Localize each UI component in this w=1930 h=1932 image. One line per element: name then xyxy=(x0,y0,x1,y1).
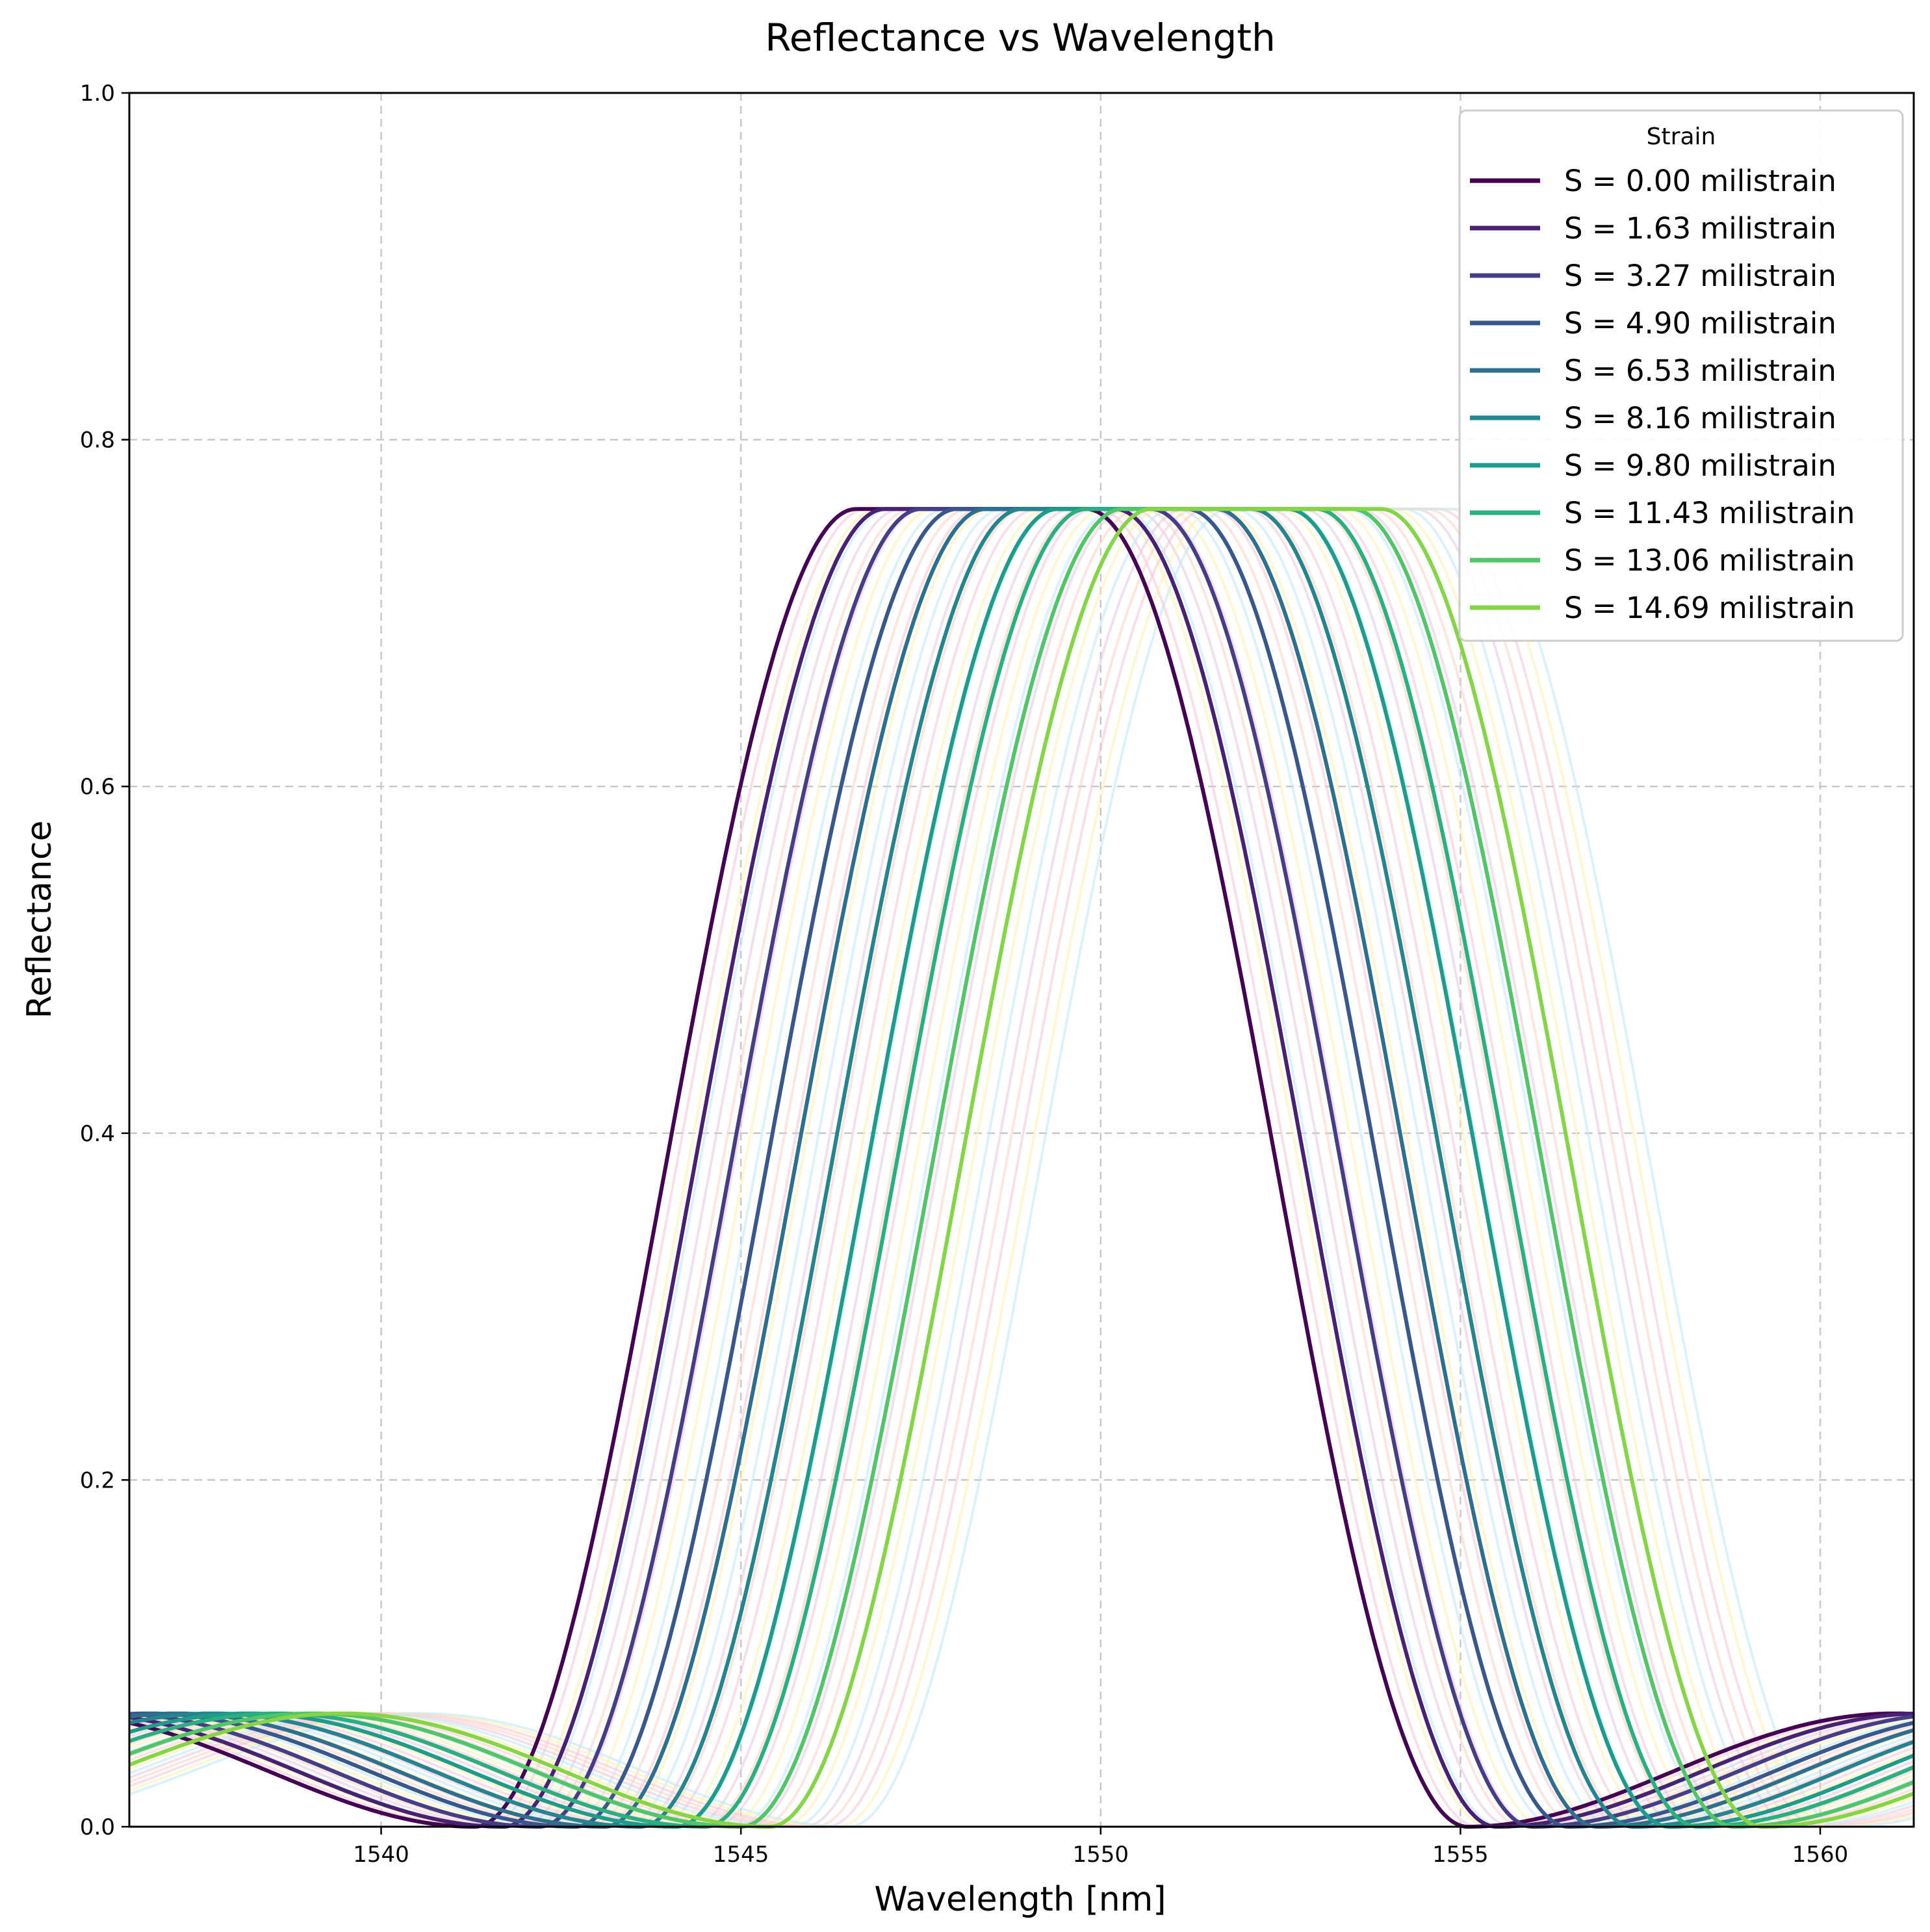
background-series-line xyxy=(129,508,1914,1828)
chart-title: Reflectance vs Wavelength xyxy=(765,16,1276,60)
series-line xyxy=(129,507,1915,1829)
background-series-line xyxy=(129,508,1914,1828)
series-line xyxy=(129,507,1914,1829)
series-group xyxy=(128,507,1915,1829)
background-series-line xyxy=(129,508,1914,1828)
series-line xyxy=(129,507,1914,1829)
background-series-line xyxy=(129,508,1914,1828)
x-tick-label: 1555 xyxy=(1432,1842,1489,1868)
background-series-line xyxy=(129,508,1914,1828)
background-series-line xyxy=(129,508,1914,1828)
background-series-line xyxy=(129,508,1914,1828)
y-axis-label: Reflectance xyxy=(20,821,59,1019)
x-tick-label: 1550 xyxy=(1073,1842,1129,1868)
background-series-line xyxy=(129,508,1914,1829)
x-tick-label: 1545 xyxy=(713,1842,769,1868)
background-series-line xyxy=(129,508,1914,1828)
y-tick-label: 0.8 xyxy=(80,428,115,454)
background-series-line xyxy=(129,508,1914,1828)
background-series-line xyxy=(129,508,1914,1829)
legend-entry: S = 14.69 milistrain xyxy=(1564,591,1855,625)
legend-entry: S = 6.53 milistrain xyxy=(1564,354,1836,388)
series-line xyxy=(129,507,1915,1829)
background-series-line xyxy=(129,508,1914,1828)
series-line xyxy=(128,507,1915,1829)
background-series-line xyxy=(129,508,1914,1828)
background-series-line xyxy=(129,508,1914,1828)
background-series-line xyxy=(129,508,1914,1828)
background-series-line xyxy=(129,508,1914,1828)
y-tick-label: 0.0 xyxy=(80,1814,115,1840)
background-series-line xyxy=(129,508,1914,1828)
plot-frame xyxy=(128,92,1915,1828)
background-series-line xyxy=(129,508,1914,1829)
background-series-line xyxy=(129,508,1914,1829)
y-tick-label: 0.2 xyxy=(80,1467,115,1493)
background-series-line xyxy=(129,508,1914,1828)
legend-entry: S = 4.90 milistrain xyxy=(1564,306,1836,341)
x-tick-label: 1560 xyxy=(1792,1842,1849,1868)
background-series-line xyxy=(129,508,1914,1828)
background-series-group xyxy=(129,508,1914,1829)
background-series-line xyxy=(129,508,1914,1828)
legend-entry: S = 1.63 milistrain xyxy=(1564,211,1836,246)
axis-ticks: 1540 1545 1550 1555 1560 0.0 0.2 0.4 0.6 0.8 1.0 xyxy=(80,81,1848,1868)
background-series-line xyxy=(129,508,1914,1828)
background-series-line xyxy=(129,508,1914,1828)
background-series-line xyxy=(129,508,1914,1829)
legend-entry: S = 3.27 milistrain xyxy=(1564,259,1836,293)
x-axis-label: Wavelength [nm] xyxy=(874,1880,1166,1919)
legend-title: Strain xyxy=(1647,123,1716,150)
background-series-line xyxy=(129,508,1914,1828)
background-series-line xyxy=(129,508,1914,1829)
background-series-line xyxy=(129,508,1914,1828)
y-tick-label: 0.6 xyxy=(80,774,115,800)
background-series-line xyxy=(129,508,1914,1828)
background-series-line xyxy=(129,508,1914,1828)
y-tick-label: 1.0 xyxy=(80,81,115,107)
background-series-line xyxy=(129,508,1914,1829)
series-line xyxy=(129,507,1914,1829)
y-tick-label: 0.4 xyxy=(80,1121,115,1147)
legend-entry: S = 9.80 milistrain xyxy=(1564,448,1836,483)
background-series-line xyxy=(129,508,1914,1829)
legend-box xyxy=(1458,109,1904,642)
x-tick-label: 1540 xyxy=(353,1842,409,1868)
legend-entry: S = 13.06 milistrain xyxy=(1564,543,1855,578)
background-series-line xyxy=(129,508,1914,1828)
series-line xyxy=(128,507,1915,1829)
series-line xyxy=(129,507,1915,1829)
legend-entry: S = 11.43 milistrain xyxy=(1564,496,1855,530)
legend-entry: S = 0.00 milistrain xyxy=(1564,164,1836,198)
series-line xyxy=(129,507,1914,1829)
legend: Strain S = 0.00 milistrain S = 1.63 milis… xyxy=(1458,109,1904,642)
series-line xyxy=(129,507,1914,1829)
legend-entry: S = 8.16 milistrain xyxy=(1564,401,1836,435)
